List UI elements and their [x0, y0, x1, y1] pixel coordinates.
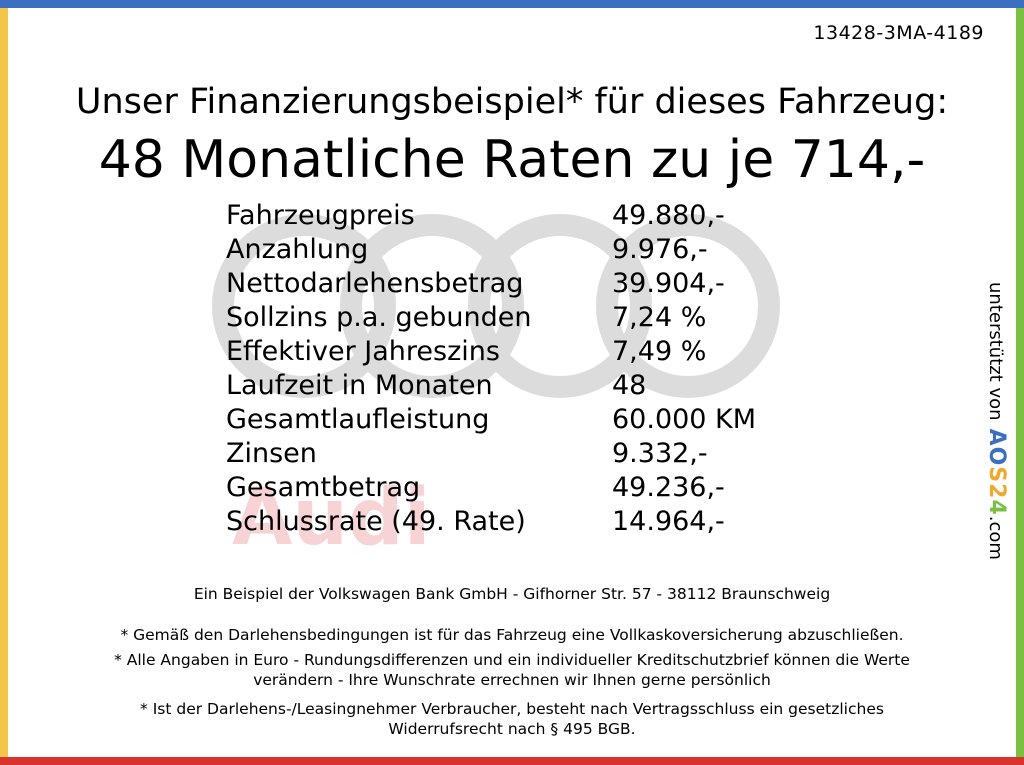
row-value: 60.000 KM	[612, 404, 757, 435]
row-label: Sollzins p.a. gebunden	[226, 302, 532, 333]
aos24-logo-part: S2	[984, 466, 1009, 500]
row-value: 39.904,-	[612, 268, 725, 299]
row-value: 49.236,-	[612, 472, 725, 503]
logo-brand-text: Audi	[232, 473, 430, 563]
supported-by-credit: unterstützt von AOS24 .com	[984, 282, 1009, 560]
withdrawal-note-line: * Ist der Darlehens-/Leasingnehmer Verbr…	[140, 700, 884, 718]
row-value: 7,49 %	[612, 336, 707, 367]
row-value: 14.964,-	[612, 506, 725, 537]
border-top	[0, 0, 1024, 8]
insurance-note: * Gemäß den Darlehensbedingungen ist für…	[120, 626, 904, 644]
withdrawal-note: * Ist der Darlehens-/Leasingnehmer Verbr…	[0, 699, 1024, 739]
row-label: Schlussrate (49. Rate)	[226, 506, 526, 537]
supported-by-label: unterstützt von	[985, 282, 1006, 421]
offer-heading: Unser Finanzierungsbeispiel* für dieses …	[75, 82, 949, 122]
row-label: Laufzeit in Monaten	[226, 370, 493, 401]
logo-ring-2	[340, 214, 524, 398]
rounding-note-line: verändern - Ihre Wunschrate errechnen wi…	[253, 671, 771, 689]
vehicle-id: 13428-3MA-4189	[813, 22, 984, 44]
row-value: 7,24 %	[612, 302, 707, 333]
aos24-logo: AOS24	[984, 429, 1009, 516]
monthly-rate-heading: 48 Monatliche Raten zu je 714,-	[98, 130, 926, 190]
aos24-logo-part: AO	[984, 428, 1009, 467]
row-label: Anzahlung	[226, 234, 369, 265]
border-left	[0, 8, 8, 757]
row-value: 48	[612, 370, 647, 401]
lender-note: Ein Beispiel der Volkswagen Bank GmbH - …	[193, 585, 831, 603]
border-bottom	[0, 757, 1024, 765]
aos24-logo-part: 4	[984, 499, 1009, 516]
row-label: Gesamtbetrag	[226, 472, 421, 503]
logo-ring-1	[212, 214, 396, 398]
row-value: 49.880,-	[612, 200, 725, 231]
row-label: Effektiver Jahreszins	[226, 336, 500, 367]
row-value: 9.976,-	[612, 234, 708, 265]
row-label: Nettodarlehensbetrag	[226, 268, 524, 299]
aos24-domain-suffix: .com	[985, 515, 1006, 560]
rounding-note-line: * Alle Angaben in Euro - Rundungsdiffere…	[114, 651, 910, 669]
row-label: Gesamtlaufleistung	[226, 404, 490, 435]
row-value: 9.332,-	[612, 438, 708, 469]
audi-logo-watermark: Audi	[212, 214, 780, 563]
logo-ring-4	[596, 214, 780, 398]
border-right	[1016, 8, 1024, 757]
rounding-note: * Alle Angaben in Euro - Rundungsdiffere…	[0, 650, 1024, 690]
row-label: Fahrzeugpreis	[226, 200, 415, 231]
withdrawal-note-line: Widerrufsrecht nach § 495 BGB.	[388, 720, 636, 738]
logo-ring-3	[468, 214, 652, 398]
row-label: Zinsen	[226, 438, 317, 469]
